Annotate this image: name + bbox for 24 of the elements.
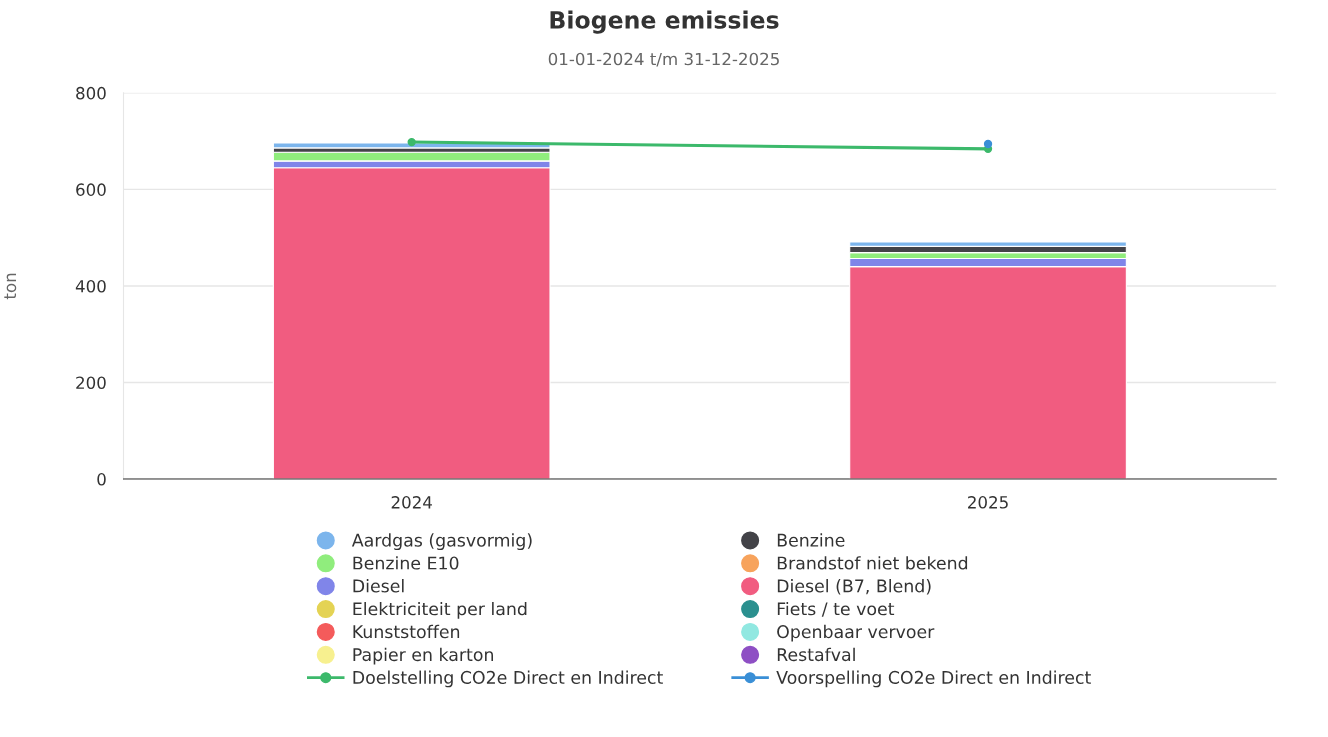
chart-title: Biogene emissies bbox=[550, 10, 779, 34]
legend-label: Restafval bbox=[777, 647, 855, 662]
legend-label: Doelstelling CO2e Direct en Indirect bbox=[353, 670, 663, 688]
legend-label: Diesel (B7, Blend) bbox=[777, 579, 931, 595]
legend-label: Kunststoffen bbox=[353, 624, 460, 639]
legend-label: Brandstof niet bekend bbox=[777, 556, 968, 570]
legend-label: Benzine E10 bbox=[353, 556, 459, 570]
x-tick-label: 2024 bbox=[391, 496, 432, 509]
legend-label: Diesel bbox=[353, 579, 404, 593]
chart-subtitle: 01-01-2024 t/m 31-12-2025 bbox=[548, 52, 779, 67]
legend-label: Elektriciteit per land bbox=[353, 601, 527, 619]
y-tick-label: 0 bbox=[97, 473, 106, 486]
y-tick-label: 400 bbox=[75, 279, 106, 293]
legend-label: Openbaar vervoer bbox=[777, 624, 935, 642]
legend-label: Benzine bbox=[777, 533, 845, 547]
y-tick-label: 600 bbox=[76, 183, 106, 196]
legend-label: Voorspelling CO2e Direct en Indirect bbox=[776, 670, 1091, 688]
y-tick-label: 800 bbox=[76, 86, 106, 100]
legend-label: Fiets / te voet bbox=[777, 601, 895, 617]
y-tick-label: 200 bbox=[76, 376, 106, 390]
legend-label: Papier en karton bbox=[353, 647, 493, 665]
legend-label: Aardgas (gasvormig) bbox=[351, 533, 532, 551]
x-tick-label: 2025 bbox=[968, 496, 1008, 509]
y-axis-title: ton bbox=[4, 273, 17, 300]
